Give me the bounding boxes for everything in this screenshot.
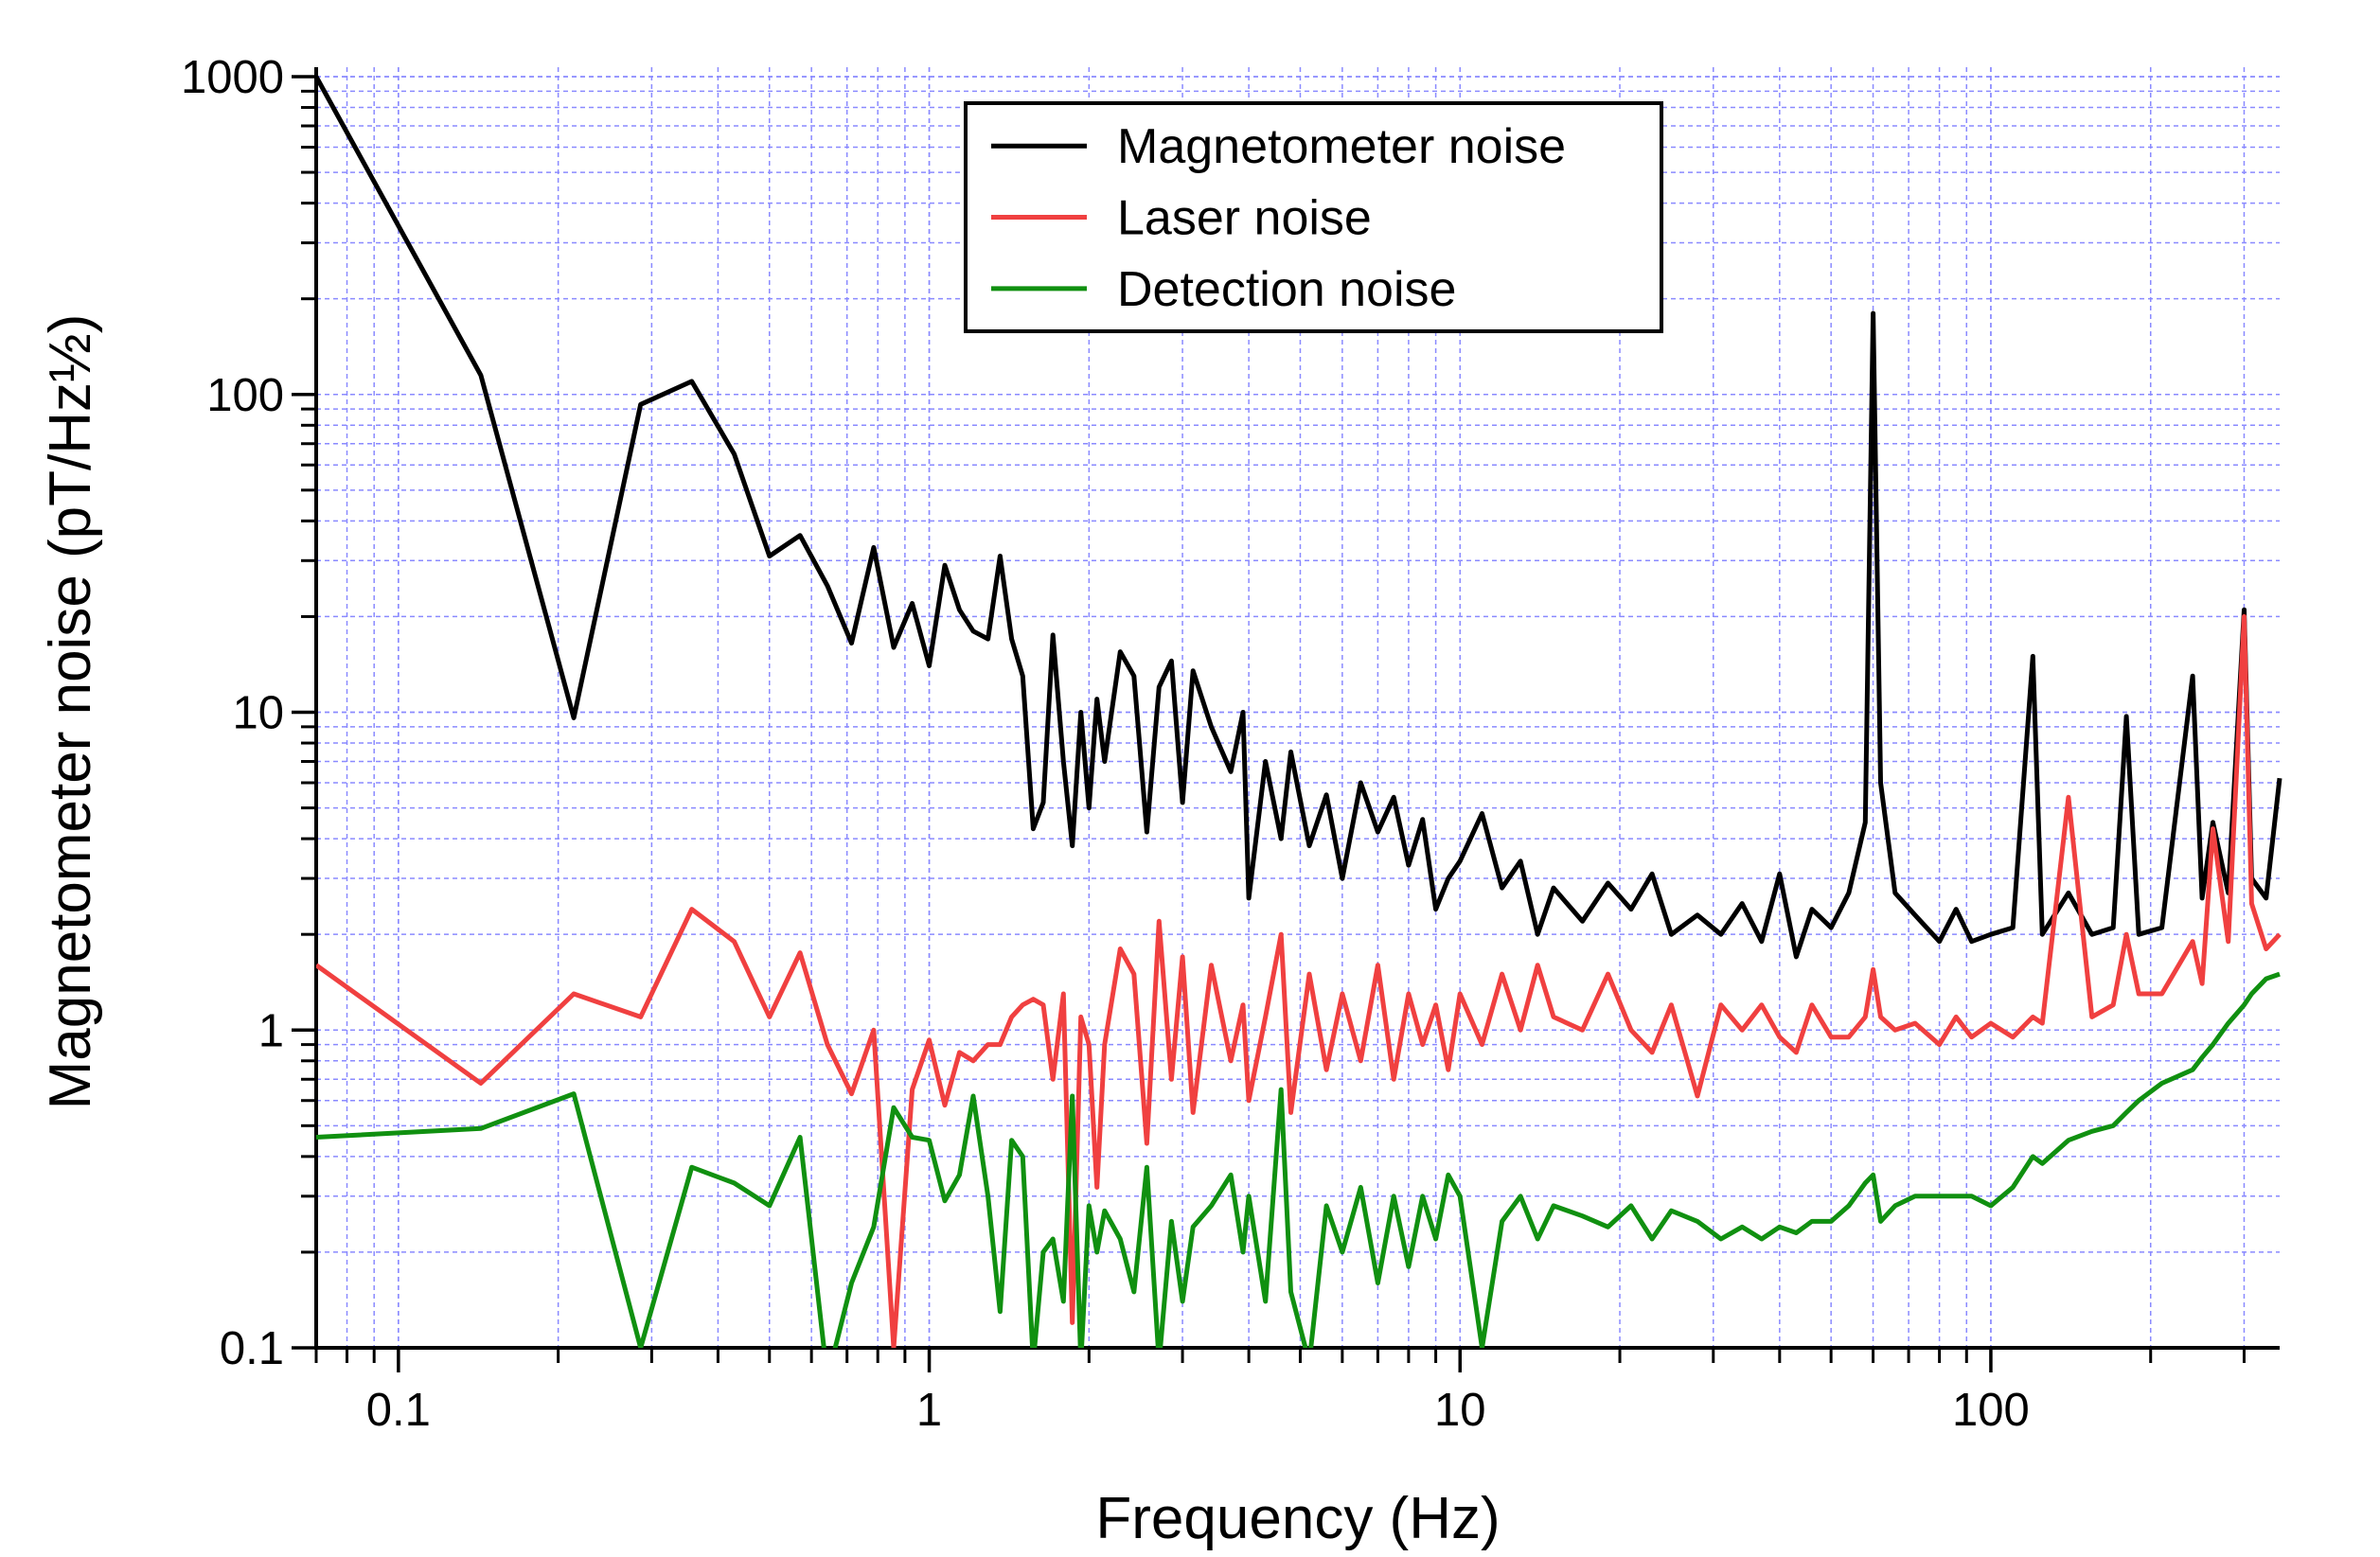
legend-label: Laser noise (1117, 191, 1372, 246)
legend-label: Detection noise (1117, 262, 1456, 317)
y-tick-label: 10 (232, 688, 284, 739)
y-tick-label: 100 (206, 370, 284, 421)
x-tick-label: 10 (1434, 1385, 1486, 1436)
y-tick-label: 0.1 (220, 1323, 284, 1374)
y-tick-label: 1000 (181, 52, 284, 103)
plot-area (316, 75, 2282, 1348)
series-line (316, 971, 2281, 1348)
y-tick-label: 1 (258, 1005, 284, 1056)
x-axis-label: Frequency (Hz) (1095, 1486, 1500, 1551)
series-line (316, 613, 2282, 1348)
x-tick-label: 100 (1952, 1385, 2030, 1436)
series-line (316, 75, 2282, 960)
x-tick-label: 0.1 (366, 1385, 431, 1436)
y-axis-label: Magnetometer noise (pT/Hz½) (38, 314, 103, 1110)
x-tick-label: 1 (916, 1385, 942, 1436)
legend-label: Magnetometer noise (1117, 119, 1566, 174)
